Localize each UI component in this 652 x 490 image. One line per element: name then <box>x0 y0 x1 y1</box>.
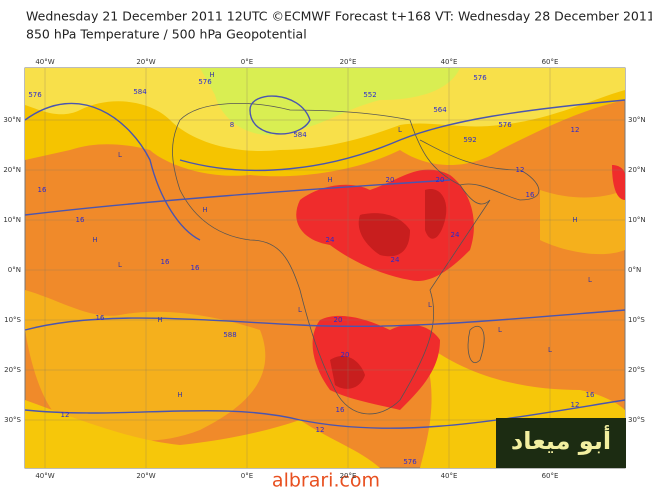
lon-label-top: 40°E <box>441 58 458 66</box>
lat-label-left: 20°S <box>4 366 21 374</box>
geopotential-contours <box>24 95 626 429</box>
lon-label-top: 20°W <box>136 58 155 66</box>
lat-label-left: 0°N <box>8 266 21 274</box>
lat-label-right: 0°N <box>628 266 641 274</box>
pressure-mark: L <box>428 301 432 309</box>
contour-label: 576 <box>198 78 212 86</box>
lat-label-left: 20°N <box>3 166 21 174</box>
contour-label: 20 <box>341 351 350 359</box>
pressure-mark: L <box>548 346 552 354</box>
lon-label-top: 40°W <box>35 58 54 66</box>
contour-label: 16 <box>161 258 170 266</box>
contour-label: 16 <box>526 191 535 199</box>
pressure-mark: H <box>92 236 97 244</box>
contour-label: 16 <box>96 314 105 322</box>
lat-label-right: 20°S <box>628 366 645 374</box>
lat-label-left: 30°S <box>4 416 21 424</box>
pressure-mark: H <box>209 71 214 79</box>
contour-label: 12 <box>571 401 580 409</box>
coastlines <box>172 103 540 415</box>
lat-label-right: 20°N <box>628 166 646 174</box>
lat-label-right: 10°N <box>628 216 646 224</box>
pressure-mark: H <box>202 206 207 214</box>
pressure-mark: L <box>398 126 402 134</box>
temperature-fields <box>25 68 625 468</box>
contour-label: 576 <box>403 458 417 466</box>
contour-label: 552 <box>363 91 376 99</box>
lat-label-right: 30°S <box>628 416 645 424</box>
pressure-mark: L <box>118 151 122 159</box>
contour-label: 24 <box>451 231 460 239</box>
contour-label: 20 <box>386 176 395 184</box>
contour-label: 584 <box>133 88 147 96</box>
pressure-mark: H <box>572 216 577 224</box>
pressure-mark: H <box>157 316 162 324</box>
contour-label: 12 <box>316 426 325 434</box>
lat-label-left: 10°N <box>3 216 21 224</box>
pressure-mark: L <box>298 306 302 314</box>
lon-label-bottom: 20°W <box>136 472 155 480</box>
lon-label-top: 0°E <box>241 58 253 66</box>
header-line1: Wednesday 21 December 2011 12UTC ©ECMWF … <box>26 9 652 24</box>
lon-label-bottom: 20°E <box>340 472 357 480</box>
pressure-mark: L <box>498 326 502 334</box>
lat-label-left: 10°S <box>4 316 21 324</box>
contour-label: 24 <box>326 236 335 244</box>
lon-label-bottom: 0°E <box>241 472 253 480</box>
lon-label-bottom: 40°E <box>441 472 458 480</box>
contour-label: 576 <box>498 121 512 129</box>
pressure-mark: H <box>327 176 332 184</box>
contour-label: 16 <box>586 391 595 399</box>
contour-label: 584 <box>293 131 307 139</box>
contour-label: 588 <box>223 331 236 339</box>
header-line2: 850 hPa Temperature / 500 hPa Geopotenti… <box>26 27 307 42</box>
watermark-site: albrari.com <box>272 470 380 490</box>
lat-label-left: 30°N <box>3 116 21 124</box>
lon-label-bottom: 60°E <box>542 472 559 480</box>
contour-label: 20 <box>436 176 445 184</box>
contour-label: 20 <box>334 316 343 324</box>
contour-label: 16 <box>336 406 345 414</box>
pressure-mark: L <box>118 261 122 269</box>
contour-label: 16 <box>38 186 47 194</box>
contour-label: 16 <box>191 264 200 272</box>
watermark-arabic: أبو ميعاد <box>511 425 611 455</box>
lon-label-top: 20°E <box>340 58 357 66</box>
lat-label-right: 10°S <box>628 316 645 324</box>
contour-label: 8 <box>230 121 234 129</box>
contour-label: 12 <box>571 126 580 134</box>
lat-label-right: 30°N <box>628 116 646 124</box>
contour-label: 12 <box>61 411 70 419</box>
contour-label: 576 <box>473 74 487 82</box>
watermark-box <box>496 418 626 468</box>
contour-label: 576 <box>28 91 42 99</box>
contour-label: 24 <box>391 256 400 264</box>
contour-label: 12 <box>516 166 525 174</box>
contour-label: 564 <box>433 106 447 114</box>
contour-label: 16 <box>76 216 85 224</box>
pressure-mark: L <box>588 276 592 284</box>
contour-label: 592 <box>463 136 476 144</box>
lon-label-top: 60°E <box>542 58 559 66</box>
pressure-mark: H <box>177 391 182 399</box>
lon-label-bottom: 40°W <box>35 472 54 480</box>
